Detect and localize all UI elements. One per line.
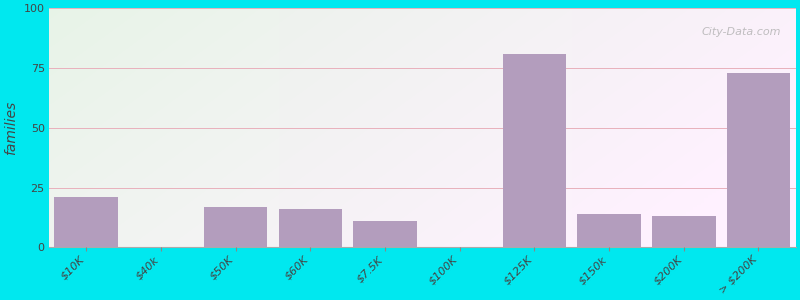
Bar (726, 73, 790, 248)
Bar (54, 197, 118, 248)
Bar (204, 207, 267, 248)
Bar (354, 221, 417, 248)
Bar (502, 54, 566, 247)
Bar (652, 216, 715, 247)
Bar (578, 214, 641, 247)
Text: City-Data.com: City-Data.com (702, 27, 781, 37)
Bar (278, 209, 342, 248)
Y-axis label: families: families (4, 101, 18, 155)
